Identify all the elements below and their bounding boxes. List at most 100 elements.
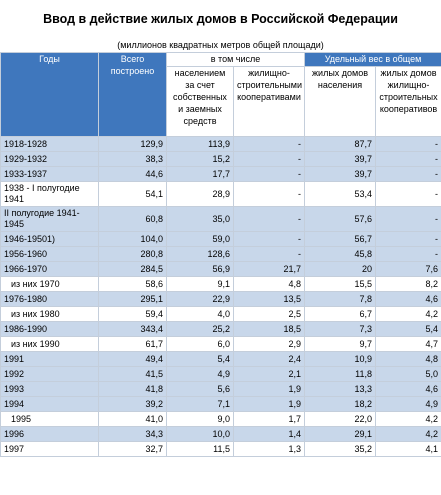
coops-cell: 2,9 [232,336,306,352]
share-population-cell: 87,7 [304,136,377,152]
share-coops-cell: - [375,136,441,152]
table-row: 1997 32,7 11,5 1,3 35,2 4,1 [0,441,441,457]
table-row: 1938 - I полугодие 1941 54,1 28,9-53,4- [0,181,441,207]
share-coops-cell: 4,7 [375,336,441,352]
year-cell: 1918-1928 [0,136,99,152]
population-cell: 28,9 [166,181,234,207]
year-cell: 1991 [0,351,99,367]
share-coops-cell: 5,4 [375,321,441,337]
year-cell: 1933-1937 [0,166,99,182]
table-row: II полугодие 1941-1945 60,8 35,0-57,6- [0,206,441,232]
population-cell: 56,9 [166,261,234,277]
share-population-cell: 18,2 [304,396,377,412]
population-cell: 15,2 [166,151,234,167]
total-cell: 295,1 [98,291,167,307]
share-coops-cell: 5,0 [375,366,441,382]
header-coops: жилищно-строительными кооперативами [232,66,306,137]
total-cell: 32,7 [98,441,167,457]
header-share: Удельный вес в общем [304,52,441,67]
total-cell: 58,6 [98,276,167,292]
header-share-coops: жилых домов жилищно-строительных коопера… [375,66,441,137]
table-row: 1986-1990 343,4 25,2 18,5 7,3 5,4 [0,321,441,337]
table-row: 1946-19501) 104,0 59,0-56,7- [0,231,441,247]
coops-cell: - [232,181,306,207]
table-row: 1929-1932 38,3 15,2-39,7- [0,151,441,167]
year-cell: 1956-1960 [0,246,99,262]
total-cell: 61,7 [98,336,167,352]
total-cell: 41,0 [98,411,167,427]
total-cell: 39,2 [98,396,167,412]
year-cell: из них 1970 [0,276,99,292]
header-population: населением за счет собственных и заемных… [166,66,234,137]
share-coops-cell: 4,6 [375,291,441,307]
table-row: из них 1970 58,6 9,1 4,8 15,5 8,2 [0,276,441,292]
header-years: Годы [0,52,99,137]
table-subtitle: (миллионов квадратных метров общей площа… [117,40,324,50]
share-coops-cell: 4,8 [375,351,441,367]
share-coops-cell: 4,1 [375,441,441,457]
year-cell: 1996 [0,426,99,442]
table-row: из них 1980 59,4 4,0 2,5 6,7 4,2 [0,306,441,322]
table-row: 1995 41,0 9,0 1,7 22,0 4,2 [0,411,441,427]
coops-cell: - [232,246,306,262]
population-cell: 59,0 [166,231,234,247]
coops-cell: - [232,206,306,232]
coops-cell: 1,7 [232,411,306,427]
coops-cell: 18,5 [232,321,306,337]
total-cell: 284,5 [98,261,167,277]
coops-cell: 21,7 [232,261,306,277]
total-cell: 280,8 [98,246,167,262]
share-population-cell: 39,7 [304,166,377,182]
page-title: Ввод в действие жилых домов в Российской… [43,12,398,26]
population-cell: 10,0 [166,426,234,442]
total-cell: 343,4 [98,321,167,337]
share-population-cell: 15,5 [304,276,377,292]
share-population-cell: 7,8 [304,291,377,307]
total-cell: 44,6 [98,166,167,182]
coops-cell: - [232,151,306,167]
year-cell: 1995 [0,411,99,427]
table-row: 1992 41,5 4,9 2,1 11,8 5,0 [0,366,441,382]
table-row: 1993 41,8 5,6 1,9 13,3 4,6 [0,381,441,397]
table-row: 1956-1960 280,8 128,6-45,8- [0,246,441,262]
share-population-cell: 39,7 [304,151,377,167]
population-cell: 5,4 [166,351,234,367]
total-cell: 49,4 [98,351,167,367]
share-coops-cell: 7,6 [375,261,441,277]
coops-cell: 13,5 [232,291,306,307]
header-total: Всего построено [98,52,167,137]
coops-cell: 4,8 [232,276,306,292]
coops-cell: - [232,136,306,152]
share-population-cell: 20 [304,261,377,277]
coops-cell: 1,4 [232,426,306,442]
header-including: в том числе [165,52,306,67]
share-population-cell: 29,1 [304,426,377,442]
year-cell: 1929-1932 [0,151,99,167]
share-coops-cell: 4,6 [375,381,441,397]
share-coops-cell: - [375,206,441,232]
year-cell: 1993 [0,381,99,397]
share-coops-cell: 4,9 [375,396,441,412]
year-cell: 1994 [0,396,99,412]
share-population-cell: 7,3 [304,321,377,337]
year-cell: 1986-1990 [0,321,99,337]
total-cell: 54,1 [98,181,167,207]
population-cell: 25,2 [166,321,234,337]
share-coops-cell: 4,2 [375,306,441,322]
total-cell: 60,8 [98,206,167,232]
share-population-cell: 45,8 [304,246,377,262]
share-population-cell: 10,9 [304,351,377,367]
share-population-cell: 22,0 [304,411,377,427]
table-row: 1996 34,3 10,0 1,4 29,1 4,2 [0,426,441,442]
year-cell: из них 1980 [0,306,99,322]
population-cell: 5,6 [166,381,234,397]
year-cell: 1966-1970 [0,261,99,277]
table-row: 1966-1970 284,5 56,9 21,7 20 7,6 [0,261,441,277]
share-coops-cell: - [375,151,441,167]
share-population-cell: 35,2 [304,441,377,457]
year-cell: 1997 [0,441,99,457]
coops-cell: 1,3 [232,441,306,457]
population-cell: 35,0 [166,206,234,232]
population-cell: 7,1 [166,396,234,412]
table-row: 1918-1928 129,9 113,9-87,7- [0,136,441,152]
